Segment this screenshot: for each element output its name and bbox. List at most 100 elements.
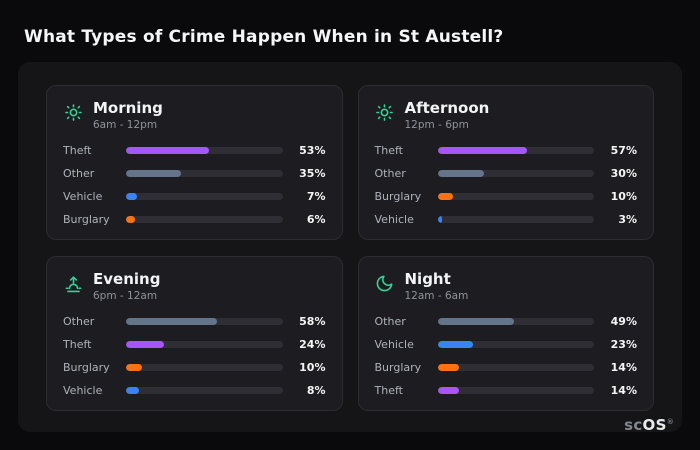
bar-track: [126, 341, 283, 348]
bar-label: Other: [374, 167, 406, 180]
bar-row: Theft 57%: [375, 144, 638, 157]
brand-prefix: sc: [624, 416, 643, 434]
card-header-text: Morning 6am - 12pm: [93, 99, 163, 131]
sun-icon: [375, 102, 395, 122]
bar-label: Theft: [63, 338, 92, 351]
bar-value: 8%: [306, 384, 326, 397]
bar-track: [437, 216, 594, 223]
bar-chart: Other 49% Vehicle 23% Burglary: [375, 315, 638, 397]
bar-fill: [437, 341, 474, 348]
bar-label: Theft: [374, 384, 403, 397]
bar-fill: [437, 387, 460, 394]
bar-value: 23%: [610, 338, 637, 351]
bar-row: Vehicle 3%: [375, 213, 638, 226]
time-period-card-night: Night 12am - 6am Other 49% Vehicle: [357, 256, 654, 411]
bar-value: 6%: [306, 213, 326, 226]
bar-row: Burglary 6%: [63, 213, 326, 226]
bar-label: Burglary: [374, 361, 422, 374]
time-period-card-morning: Morning 6am - 12pm Theft 53% Other: [46, 85, 343, 240]
bar-value: 57%: [610, 144, 637, 157]
sunset-icon: [63, 273, 83, 293]
registered-mark: ®: [666, 418, 674, 426]
bar-value: 53%: [299, 144, 326, 157]
bar-track: [437, 341, 594, 348]
bar-value: 10%: [299, 361, 326, 374]
bar-label: Vehicle: [63, 190, 103, 203]
bar-value: 7%: [306, 190, 326, 203]
bar-fill: [126, 193, 137, 200]
bar-label: Vehicle: [63, 384, 103, 397]
bar-fill: [126, 318, 217, 325]
card-header-text: Evening 6pm - 12am: [93, 270, 160, 302]
bar-value: 35%: [299, 167, 326, 180]
bar-track: [437, 193, 594, 200]
bar-label: Burglary: [374, 190, 422, 203]
bar-row: Burglary 14%: [375, 361, 638, 374]
brand-suffix: OS: [642, 416, 667, 434]
bar-row: Other 49%: [375, 315, 638, 328]
bar-track: [437, 147, 594, 154]
bar-value: 14%: [610, 361, 637, 374]
card-title: Morning: [93, 99, 163, 117]
time-period-card-evening: Evening 6pm - 12am Other 58% Theft: [46, 256, 343, 411]
card-header: Night 12am - 6am: [375, 270, 638, 302]
card-subtitle: 6pm - 12am: [93, 290, 158, 302]
bar-label: Theft: [63, 144, 92, 157]
bar-row: Theft 14%: [375, 384, 638, 397]
bar-track: [437, 170, 594, 177]
bar-track: [126, 170, 283, 177]
brand-logo: scOS®: [624, 416, 674, 434]
bar-row: Vehicle 7%: [63, 190, 326, 203]
bar-chart: Theft 53% Other 35% Vehicle: [63, 144, 326, 226]
bar-fill: [126, 147, 209, 154]
card-title: Afternoon: [404, 99, 490, 117]
bar-row: Other 58%: [63, 315, 326, 328]
bar-row: Theft 53%: [63, 144, 326, 157]
bar-fill: [437, 193, 454, 200]
bar-row: Other 35%: [63, 167, 326, 180]
bar-fill: [437, 170, 485, 177]
bar-row: Other 30%: [375, 167, 638, 180]
bar-label: Other: [63, 315, 95, 328]
bar-fill: [437, 364, 460, 371]
bar-fill: [437, 216, 443, 223]
card-subtitle: 12am - 6am: [404, 290, 469, 302]
bar-track: [126, 147, 283, 154]
bar-value: 58%: [299, 315, 326, 328]
bar-value: 3%: [618, 213, 637, 226]
bar-fill: [126, 216, 136, 223]
bar-row: Theft 24%: [63, 338, 326, 351]
bar-track: [126, 387, 283, 394]
bar-row: Vehicle 23%: [375, 338, 638, 351]
bar-fill: [437, 318, 515, 325]
bar-label: Theft: [374, 144, 403, 157]
bar-value: 24%: [299, 338, 326, 351]
bar-track: [126, 318, 283, 325]
card-header: Afternoon 12pm - 6pm: [375, 99, 638, 131]
card-header-text: Afternoon 12pm - 6pm: [405, 99, 490, 131]
bar-chart: Theft 57% Other 30% Burglary: [375, 144, 638, 226]
card-title: Night: [404, 270, 451, 288]
bar-row: Burglary 10%: [63, 361, 326, 374]
bar-label: Other: [63, 167, 95, 180]
bar-track: [437, 318, 594, 325]
card-subtitle: 6am - 12pm: [93, 119, 158, 131]
card-subtitle: 12pm - 6pm: [404, 119, 469, 131]
bar-label: Burglary: [63, 361, 110, 374]
time-period-card-afternoon: Afternoon 12pm - 6pm Theft 57% Other: [357, 85, 654, 240]
bar-track: [126, 364, 283, 371]
bar-fill: [437, 147, 527, 154]
bar-label: Vehicle: [374, 338, 414, 351]
bar-track: [437, 364, 594, 371]
card-title: Evening: [93, 270, 161, 288]
bar-fill: [126, 364, 142, 371]
page-title: What Types of Crime Happen When in St Au…: [24, 27, 504, 47]
bar-track: [126, 216, 283, 223]
sun-icon: [63, 102, 83, 122]
bar-chart: Other 58% Theft 24% Burglary: [63, 315, 326, 397]
bar-label: Burglary: [63, 213, 110, 226]
bar-row: Burglary 10%: [375, 190, 638, 203]
bar-label: Vehicle: [374, 213, 414, 226]
bar-value: 14%: [610, 384, 637, 397]
bar-row: Vehicle 8%: [63, 384, 326, 397]
